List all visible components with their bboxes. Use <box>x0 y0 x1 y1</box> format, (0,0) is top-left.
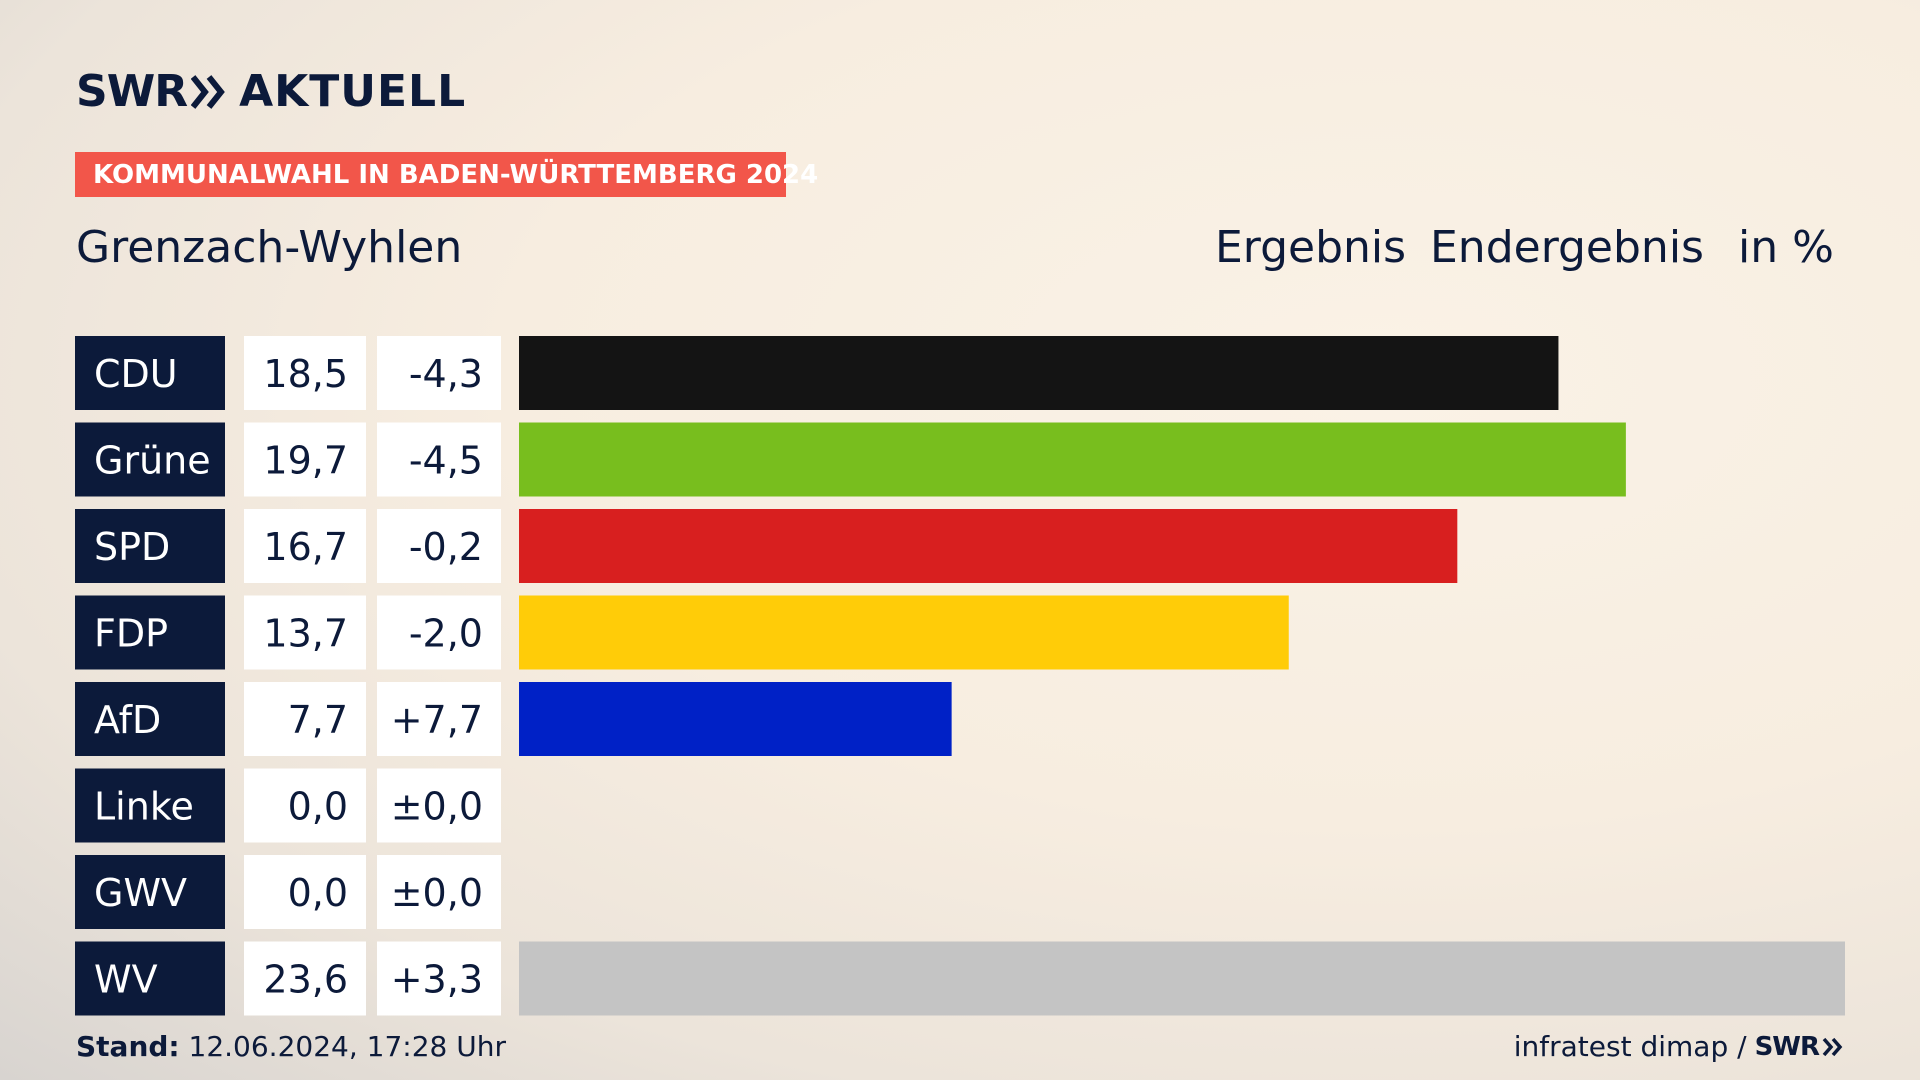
place-title: Grenzach-Wyhlen <box>76 222 463 273</box>
diff-label-spd: -0,2 <box>409 525 483 569</box>
party-label-box-gr-ne <box>75 422 225 497</box>
timestamp-value: 12.06.2024, 17:28 Uhr <box>179 1030 506 1063</box>
party-label-box-spd <box>75 509 225 583</box>
bar-afd <box>519 682 952 756</box>
double-chevron-right-icon <box>1822 1037 1843 1057</box>
election-tag: KOMMUNALWAHL IN BADEN-WÜRTTEMBERG 2024 <box>75 152 818 197</box>
logo-word-swr: SWR <box>76 66 188 117</box>
value-box-gwv <box>244 855 366 929</box>
value-label-afd: 7,7 <box>288 698 348 742</box>
value-label-cdu: 18,5 <box>263 352 348 396</box>
timestamp-label: Stand: <box>76 1030 180 1063</box>
party-name-cdu: CDU <box>94 352 178 396</box>
header-endergebnis: Endergebnis <box>1430 222 1704 273</box>
bar-cdu <box>519 336 1559 410</box>
value-box-linke <box>244 768 366 843</box>
source-credit: infratest dimap / SWR <box>1514 1030 1844 1064</box>
party-label-box-wv <box>75 941 225 1016</box>
party-name-linke: Linke <box>94 785 194 829</box>
swr-aktuell-logo: SWR AKTUELL <box>76 66 466 118</box>
party-label-box-linke <box>75 768 225 843</box>
party-name-wv: WV <box>94 958 158 1002</box>
bar-spd <box>519 509 1458 583</box>
party-name-afd: AfD <box>94 698 161 742</box>
diff-label-gwv: ±0,0 <box>391 871 483 915</box>
value-box-afd <box>244 682 366 756</box>
diff-box-gwv <box>377 855 501 929</box>
party-name-spd: SPD <box>94 525 170 569</box>
diff-label-linke: ±0,0 <box>391 785 483 829</box>
diff-label-fdp: -2,0 <box>409 612 483 656</box>
party-name-gr-ne: Grüne <box>94 439 211 483</box>
diff-label-cdu: -4,3 <box>409 352 483 396</box>
diff-label-gr-ne: -4,5 <box>409 439 483 483</box>
value-label-gr-ne: 19,7 <box>263 439 348 483</box>
diff-box-afd <box>377 682 501 756</box>
diff-box-wv <box>377 941 501 1016</box>
diff-label-afd: +7,7 <box>391 698 483 742</box>
party-label-box-fdp <box>75 595 225 670</box>
value-box-spd <box>244 509 366 583</box>
value-label-wv: 23,6 <box>263 958 348 1002</box>
value-box-gr-ne <box>244 422 366 497</box>
value-box-cdu <box>244 336 366 410</box>
source-text: infratest dimap / <box>1513 1030 1747 1063</box>
diff-label-wv: +3,3 <box>391 958 483 1002</box>
value-label-spd: 16,7 <box>263 525 348 569</box>
party-label-box-cdu <box>75 336 225 410</box>
bar-wv <box>519 941 1845 1016</box>
bar-fdp <box>519 595 1289 670</box>
logo-word-aktuell: AKTUELL <box>239 66 467 117</box>
bar-gr-ne <box>519 422 1626 497</box>
header-unit: in % <box>1738 222 1834 273</box>
diff-box-linke <box>377 768 501 843</box>
party-label-box-afd <box>75 682 225 756</box>
value-label-fdp: 13,7 <box>263 612 348 656</box>
diff-box-fdp <box>377 595 501 670</box>
value-label-linke: 0,0 <box>288 785 348 829</box>
party-name-gwv: GWV <box>94 871 187 915</box>
party-label-box-gwv <box>75 855 225 929</box>
source-brand: SWR <box>1754 1032 1820 1062</box>
party-name-fdp: FDP <box>94 612 168 656</box>
diff-box-spd <box>377 509 501 583</box>
diff-box-cdu <box>377 336 501 410</box>
diff-box-gr-ne <box>377 422 501 497</box>
timestamp: Stand: 12.06.2024, 17:28 Uhr <box>76 1030 506 1064</box>
value-box-fdp <box>244 595 366 670</box>
value-label-gwv: 0,0 <box>288 871 348 915</box>
header-ergebnis: Ergebnis <box>1215 222 1407 273</box>
value-box-wv <box>244 941 366 1016</box>
double-chevron-right-icon <box>191 75 225 109</box>
